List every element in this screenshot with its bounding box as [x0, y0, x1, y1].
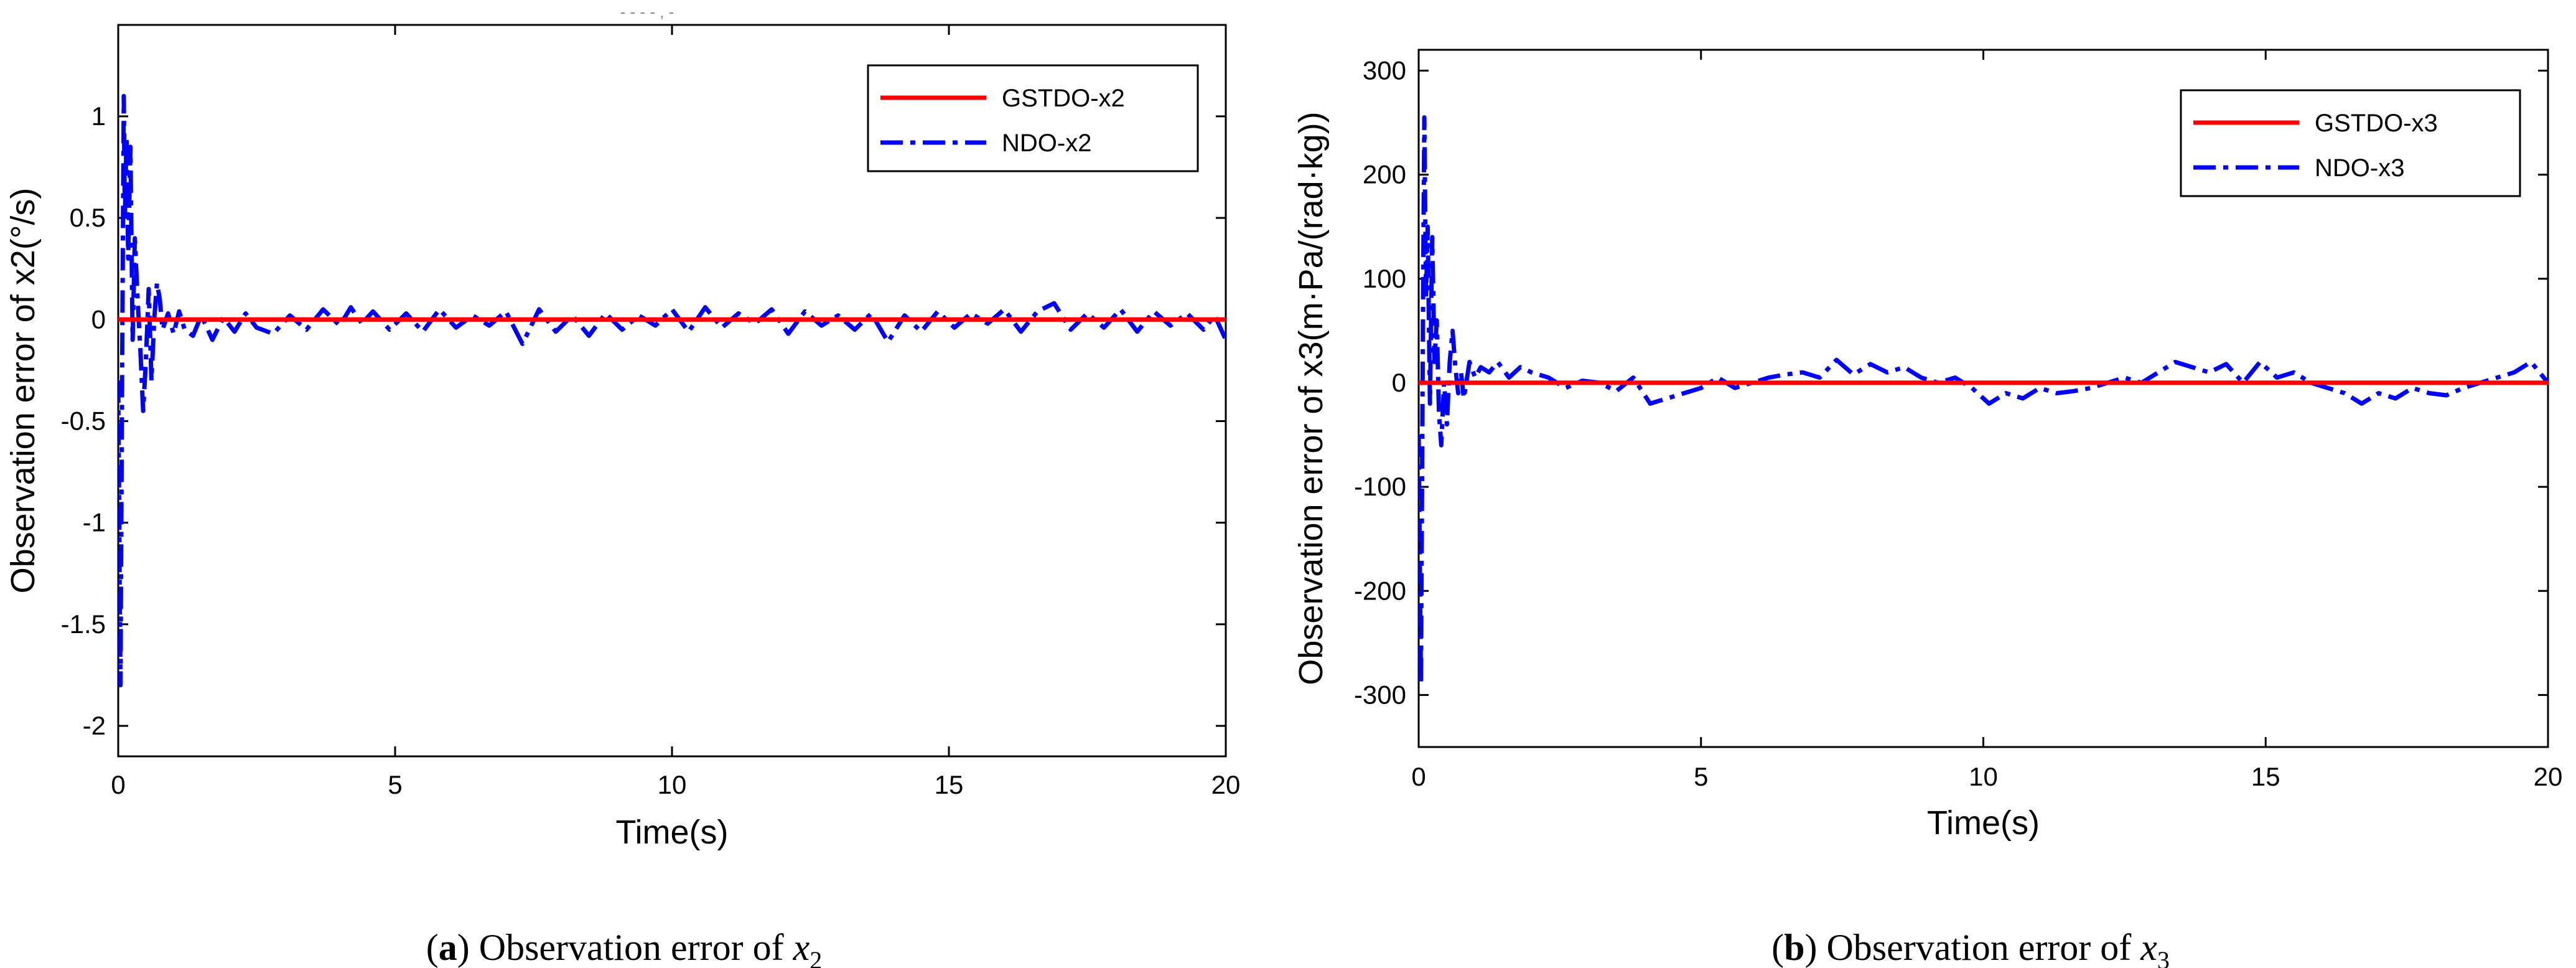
legend-box — [2180, 89, 2521, 197]
legend: GSTDO-x3 NDO-x3 — [2180, 89, 2521, 197]
y-axis-label: Observation error of x3(m·Pa/(rad·kg)) — [1292, 111, 1330, 685]
y-tick-label: 200 — [1363, 160, 1406, 189]
caption-a-text: Observation error of — [479, 927, 784, 968]
x-tick-label: 20 — [2534, 762, 2563, 791]
x-tick-label: 20 — [1211, 770, 1241, 799]
x-tick-label: 5 — [388, 770, 402, 799]
x-axis-label: Time(s) — [616, 814, 729, 851]
legend-entry-label: NDO-x3 — [2315, 154, 2404, 182]
caption-a-close-paren: ) — [457, 927, 479, 968]
y-tick-label: -0.5 — [61, 406, 106, 435]
caption-a-space — [784, 927, 793, 968]
y-tick-label: 300 — [1363, 55, 1406, 85]
caption-b-space — [2131, 927, 2140, 968]
legend-entry-label: GSTDO-x2 — [1002, 85, 1125, 112]
y-tick-label: 0.5 — [70, 203, 106, 232]
legend-entry-label: GSTDO-x3 — [2315, 110, 2438, 137]
legend-box — [867, 64, 1199, 172]
header-fragment: - - - - , - — [620, 2, 674, 21]
caption-a: (a) Observation error of x2 — [426, 927, 822, 968]
x-tick-label: 15 — [2251, 762, 2280, 791]
x-axis-label: Time(s) — [1927, 804, 2040, 842]
caption-b-open-paren: ( — [1771, 927, 1784, 968]
x-tick-label: 0 — [111, 770, 125, 799]
y-tick-label: 100 — [1363, 264, 1406, 293]
y-tick-label: -300 — [1354, 680, 1406, 709]
y-tick-label: -1 — [83, 508, 106, 537]
y-tick-label: -2 — [83, 711, 106, 740]
y-tick-label: 0 — [91, 304, 106, 334]
caption-b-text: Observation error of — [1826, 927, 2131, 968]
series-line-ndo-x2 — [118, 93, 1226, 688]
legend-entry-label: NDO-x2 — [1002, 129, 1091, 157]
caption-a-open-paren: ( — [426, 927, 439, 968]
x-tick-label: 10 — [1969, 762, 1998, 791]
caption-a-var: x — [793, 927, 810, 968]
y-tick-label: 0 — [1392, 368, 1406, 397]
legend: GSTDO-x2 NDO-x2 — [867, 64, 1199, 172]
y-axis-label: Observation error of x2(°/s) — [4, 188, 42, 594]
y-tick-label: -100 — [1354, 472, 1406, 501]
caption-a-letter: a — [439, 927, 457, 968]
y-tick-label: -1.5 — [61, 609, 106, 639]
caption-b: (b) Observation error of x3 — [1771, 927, 2170, 968]
caption-b-letter: b — [1784, 927, 1804, 968]
x-tick-label: 10 — [658, 770, 687, 799]
caption-b-var: x — [2140, 927, 2157, 968]
x-tick-label: 15 — [935, 770, 964, 799]
caption-b-sub: 3 — [2157, 946, 2170, 968]
caption-b-close-paren: ) — [1804, 927, 1826, 968]
chart-panel-b: 0 5 10 15 20 300 200 100 0 -100 -200 -300 GSTDO-x3 ND… — [1292, 49, 2563, 842]
series-line-ndo-x3 — [1419, 115, 2548, 687]
caption-a-sub: 2 — [810, 946, 822, 968]
x-tick-label: 5 — [1694, 762, 1708, 791]
y-tick-label: -200 — [1354, 576, 1406, 605]
y-tick-label: 1 — [91, 101, 106, 131]
x-tick-label: 0 — [1411, 762, 1426, 791]
chart-panel-a: 0 5 10 15 20 1 0.5 0 -0.5 -1 -1.5 -2 GSTDO-x2 NDO-x2 T… — [4, 24, 1241, 851]
